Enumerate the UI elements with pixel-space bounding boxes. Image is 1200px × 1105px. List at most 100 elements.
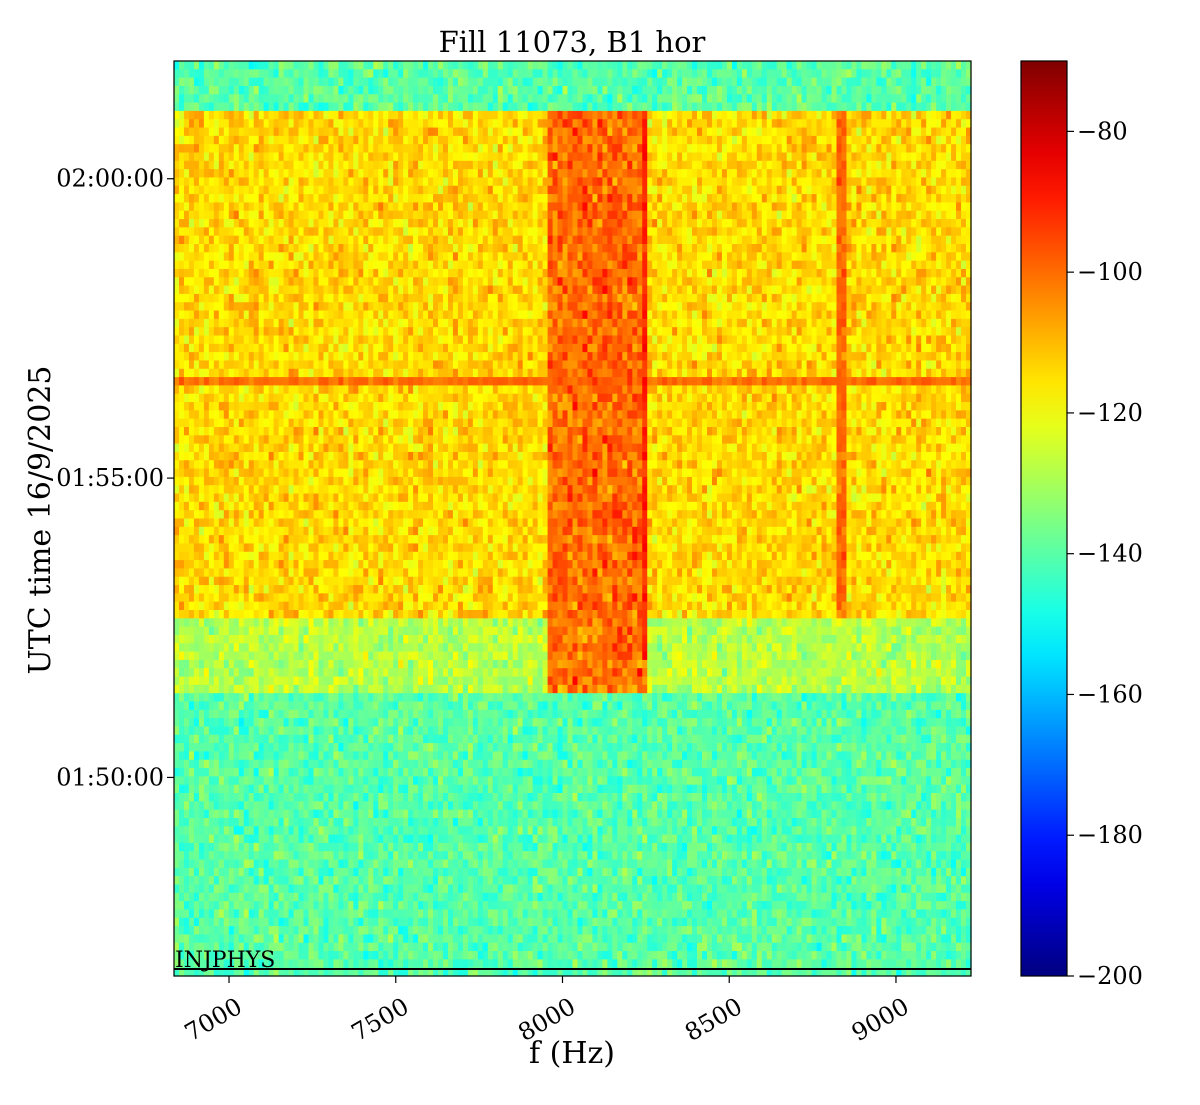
heatmap-cell [248, 69, 255, 79]
heatmap-cell [482, 219, 489, 228]
heatmap-cell [537, 227, 544, 237]
heatmap-cell [477, 285, 484, 295]
heatmap-cell [338, 302, 344, 312]
heatmap-cell [188, 244, 195, 253]
heatmap-cell [248, 302, 255, 312]
heatmap-cell [477, 110, 484, 120]
heatmap-cell [388, 85, 394, 95]
heatmap-cell [368, 85, 374, 95]
heatmap-cell [966, 244, 972, 253]
heatmap-cell [238, 185, 245, 195]
heatmap-cell [188, 227, 195, 237]
heatmap-cell [328, 94, 334, 104]
heatmap-cell [587, 61, 594, 70]
heatmap-cell [253, 260, 260, 270]
heatmap-cell [348, 94, 354, 104]
heatmap-cell [851, 268, 858, 278]
heatmap-cell [791, 244, 798, 253]
heatmap-cell [273, 94, 280, 104]
heatmap-cell [711, 69, 718, 79]
heatmap-cell [871, 268, 877, 278]
heatmap-cell [452, 293, 459, 303]
heatmap-cell [906, 194, 912, 204]
heatmap-cell [218, 127, 225, 137]
heatmap-cell [617, 277, 623, 287]
heatmap-cell [542, 61, 549, 70]
heatmap-cell [248, 268, 255, 278]
heatmap-cell [562, 268, 569, 278]
heatmap-cell [418, 185, 424, 195]
heatmap-cell [442, 94, 449, 104]
heatmap-cell [926, 160, 932, 170]
heatmap-cell [831, 152, 838, 162]
heatmap-cell [208, 85, 215, 95]
heatmap-cell [911, 244, 917, 253]
heatmap-cell [368, 227, 374, 237]
heatmap-cell [507, 235, 514, 245]
heatmap-cell [472, 127, 479, 137]
heatmap-cell [816, 302, 823, 312]
heatmap-cell [926, 244, 932, 253]
heatmap-cell [781, 293, 788, 303]
heatmap-cell [781, 268, 788, 278]
heatmap-cell [278, 144, 285, 154]
heatmap-cell [836, 235, 843, 245]
heatmap-cell [741, 235, 748, 245]
heatmap-cell [781, 210, 788, 220]
heatmap-cell [901, 102, 907, 112]
heatmap-cell [751, 160, 758, 170]
heatmap-cell [936, 160, 942, 170]
heatmap-cell [403, 202, 409, 212]
heatmap-cell [343, 293, 349, 303]
heatmap-cell [702, 227, 708, 237]
heatmap-cell [607, 61, 613, 70]
heatmap-cell [916, 252, 922, 262]
heatmap-cell [716, 235, 723, 245]
heatmap-cell [697, 152, 703, 162]
heatmap-cell [916, 227, 922, 237]
heatmap-cell [238, 260, 245, 270]
heatmap-cell [871, 144, 877, 154]
heatmap-cell [572, 94, 579, 104]
heatmap-cell [517, 185, 524, 195]
heatmap-cell [368, 202, 374, 212]
heatmap-cell [637, 77, 643, 87]
heatmap-cell [298, 202, 305, 212]
heatmap-cell [906, 235, 912, 245]
heatmap-cell [403, 77, 409, 87]
heatmap-cell [901, 285, 907, 295]
heatmap-cell [343, 152, 349, 162]
heatmap-cell [941, 268, 947, 278]
heatmap-cell [796, 94, 803, 104]
heatmap-cell [966, 277, 972, 287]
heatmap-cell [851, 227, 858, 237]
heatmap-cell [936, 102, 942, 112]
heatmap-cell [751, 285, 758, 295]
heatmap-cell [313, 102, 320, 112]
heatmap-cell [836, 85, 843, 95]
heatmap-cell [876, 102, 882, 112]
heatmap-cell [492, 227, 499, 237]
heatmap-cell [358, 252, 364, 262]
heatmap-cell [956, 85, 962, 95]
heatmap-cell [826, 85, 833, 95]
heatmap-cell [806, 119, 813, 129]
heatmap-cell [572, 152, 579, 162]
heatmap-cell [358, 268, 364, 278]
heatmap-cell [926, 119, 932, 129]
heatmap-cell [806, 69, 813, 79]
heatmap-cell [338, 85, 344, 95]
heatmap-cell [881, 77, 887, 87]
heatmap-cell [617, 268, 623, 278]
heatmap-cell [582, 219, 589, 228]
heatmap-cell [861, 310, 867, 320]
heatmap-cell [906, 219, 912, 228]
heatmap-cell [293, 219, 300, 228]
heatmap-cell [841, 219, 848, 228]
heatmap-cell [567, 185, 574, 195]
heatmap-cell [642, 85, 648, 95]
heatmap-cell [926, 127, 932, 137]
heatmap-cell [213, 302, 220, 312]
heatmap-cell [577, 77, 584, 87]
heatmap-cell [174, 177, 180, 187]
